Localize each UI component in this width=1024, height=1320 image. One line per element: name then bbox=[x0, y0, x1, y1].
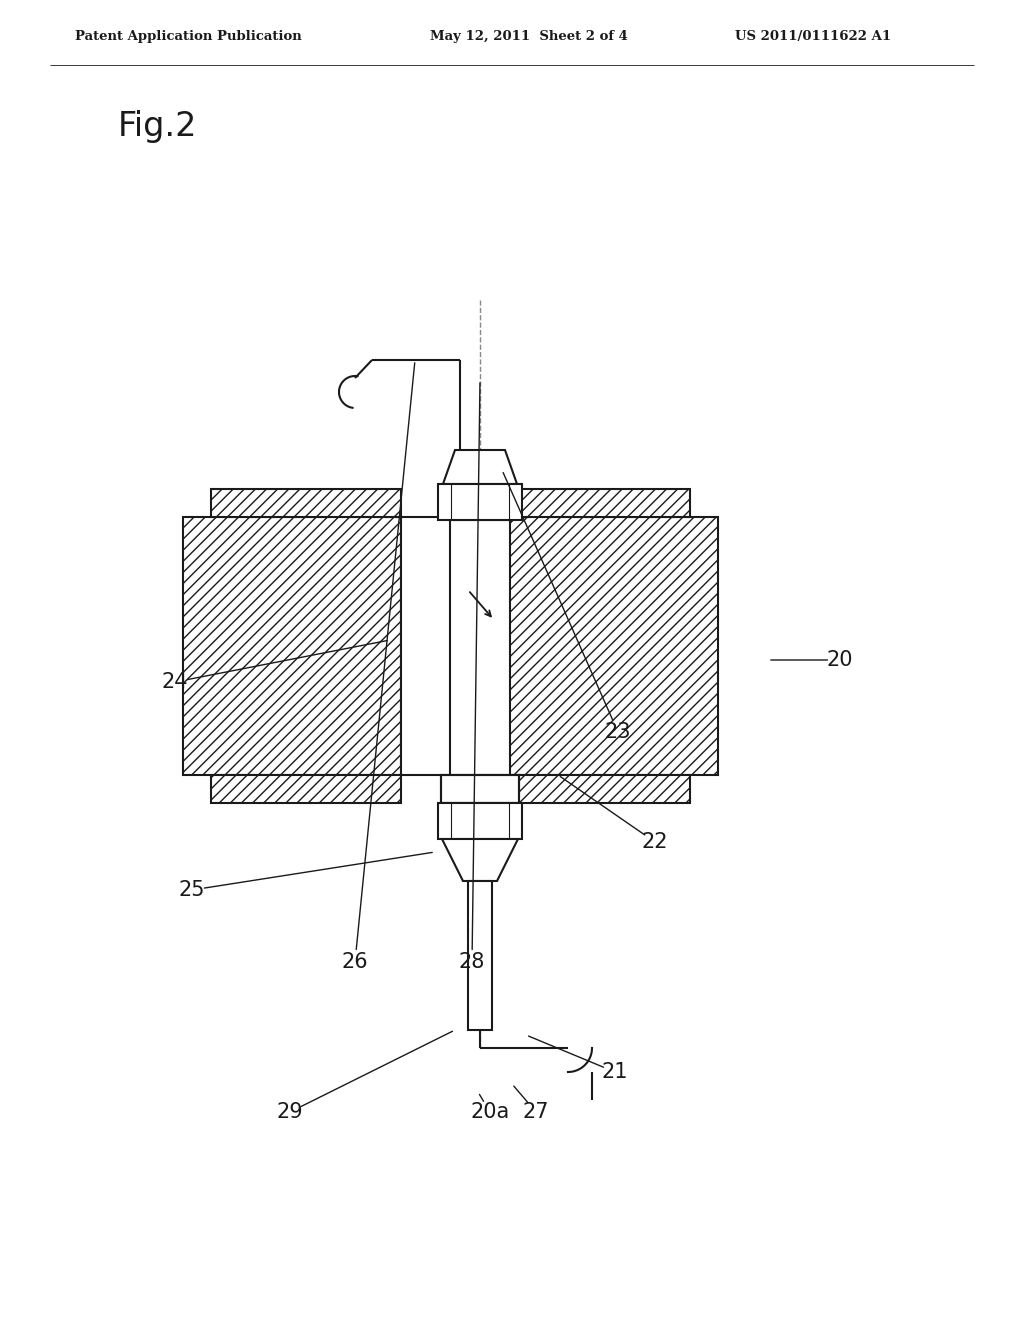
Polygon shape bbox=[442, 840, 518, 880]
Text: 21: 21 bbox=[602, 1063, 629, 1082]
Text: 22: 22 bbox=[642, 832, 669, 851]
Text: 20: 20 bbox=[826, 649, 853, 671]
Text: US 2011/0111622 A1: US 2011/0111622 A1 bbox=[735, 30, 891, 44]
Bar bbox=[438, 484, 522, 520]
Bar bbox=[211, 488, 401, 517]
Text: 23: 23 bbox=[605, 722, 631, 742]
Text: Patent Application Publication: Patent Application Publication bbox=[75, 30, 302, 44]
Bar bbox=[438, 803, 522, 840]
Text: 28: 28 bbox=[459, 952, 485, 972]
Bar bbox=[468, 880, 492, 1030]
Polygon shape bbox=[443, 450, 517, 484]
Bar bbox=[500, 775, 690, 803]
Bar bbox=[401, 517, 500, 775]
Bar bbox=[500, 488, 690, 517]
Text: Fig.2: Fig.2 bbox=[118, 110, 198, 143]
Text: 24: 24 bbox=[162, 672, 188, 692]
Text: 26: 26 bbox=[342, 952, 369, 972]
Text: 29: 29 bbox=[276, 1102, 303, 1122]
Bar bbox=[441, 775, 519, 803]
Text: 20a: 20a bbox=[470, 1102, 510, 1122]
Bar bbox=[211, 775, 401, 803]
Text: May 12, 2011  Sheet 2 of 4: May 12, 2011 Sheet 2 of 4 bbox=[430, 30, 628, 44]
Text: 25: 25 bbox=[179, 880, 205, 900]
Bar bbox=[450, 520, 510, 775]
Bar bbox=[183, 517, 401, 775]
Text: 27: 27 bbox=[522, 1102, 549, 1122]
Bar bbox=[500, 517, 718, 775]
